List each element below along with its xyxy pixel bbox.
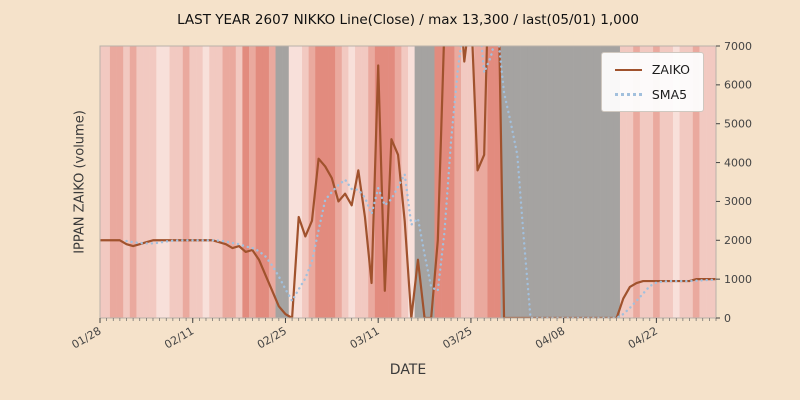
svg-text:03/25: 03/25: [440, 324, 474, 351]
zaiko-line-sample: [614, 68, 642, 71]
svg-text:01/28: 01/28: [70, 324, 104, 351]
svg-text:7000: 7000: [724, 40, 752, 53]
svg-text:02/11: 02/11: [162, 324, 196, 351]
svg-text:03/11: 03/11: [348, 324, 382, 351]
svg-text:04/08: 04/08: [533, 324, 567, 351]
svg-text:04/22: 04/22: [626, 324, 660, 351]
legend-label-sma5: SMA5: [651, 87, 688, 102]
x-axis-label: DATE: [389, 362, 427, 378]
svg-text:2000: 2000: [724, 234, 752, 247]
legend-item-zaiko: ZAIKO: [614, 62, 690, 77]
legend: ZAIKO SMA5: [600, 52, 704, 112]
svg-text:3000: 3000: [724, 195, 752, 208]
svg-text:5000: 5000: [724, 118, 752, 131]
sma5-line-sample: [614, 93, 642, 96]
svg-text:0: 0: [724, 312, 731, 325]
chart-title: LAST YEAR 2607 NIKKO Line(Close) / max 1…: [177, 12, 639, 28]
y-axis-label: IPPAN ZAIKO (volume): [72, 110, 88, 254]
legend-item-sma5: SMA5: [614, 87, 690, 102]
svg-text:02/25: 02/25: [255, 324, 289, 351]
svg-text:1000: 1000: [724, 273, 752, 286]
svg-text:6000: 6000: [724, 79, 752, 92]
svg-text:4000: 4000: [724, 156, 752, 169]
legend-label-zaiko: ZAIKO: [651, 62, 690, 77]
